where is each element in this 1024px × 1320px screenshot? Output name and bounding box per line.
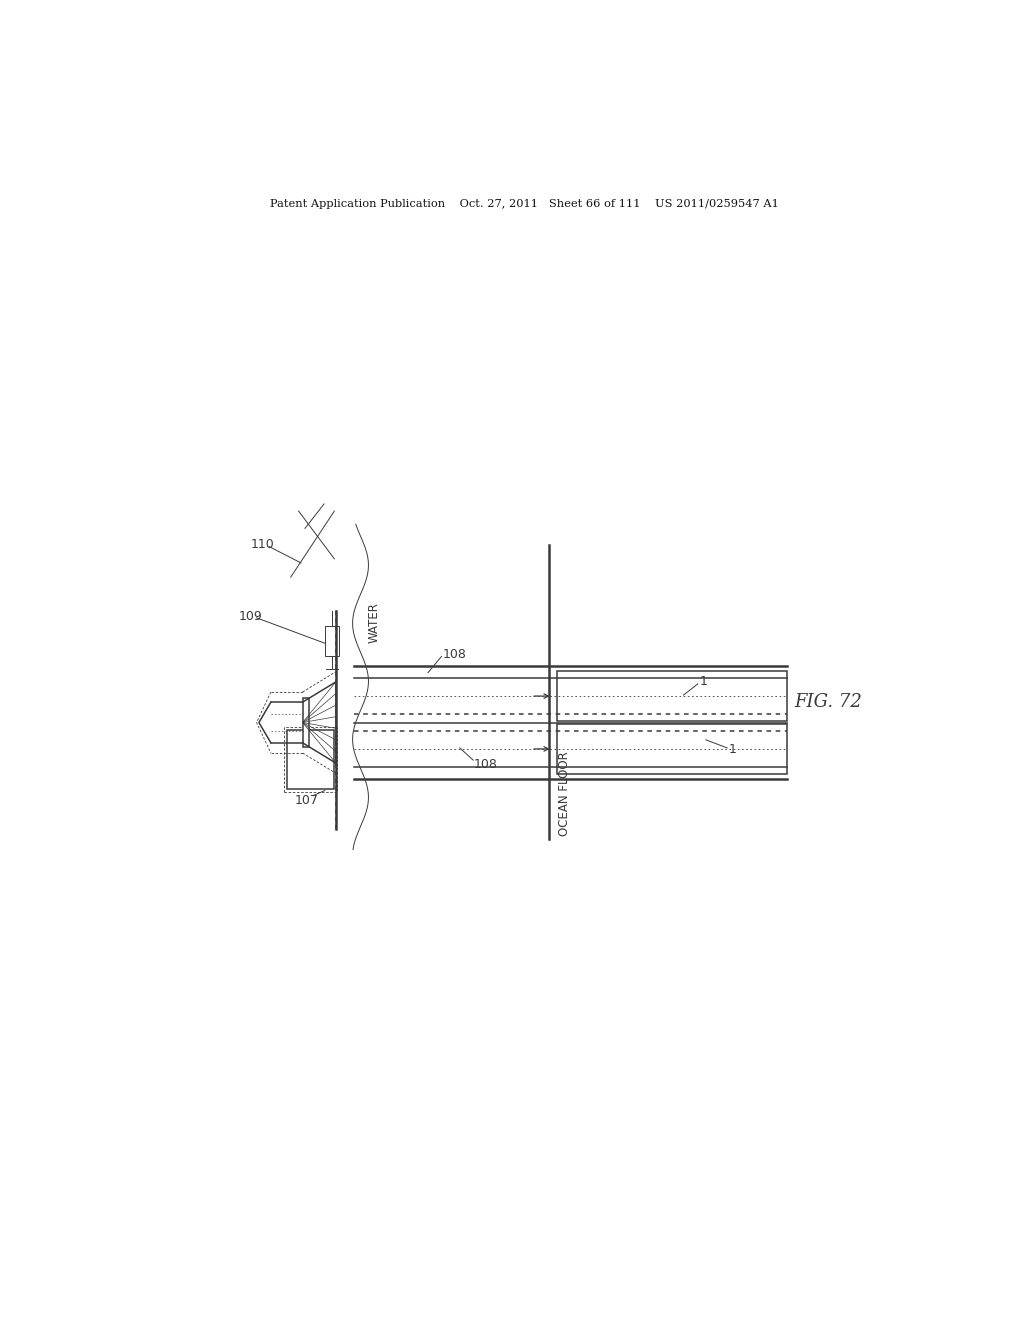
- Text: OCEAN FLOOR: OCEAN FLOOR: [558, 751, 571, 836]
- Bar: [557, 723, 786, 775]
- Text: 109: 109: [240, 610, 263, 623]
- Text: Patent Application Publication    Oct. 27, 2011   Sheet 66 of 111    US 2011/025: Patent Application Publication Oct. 27, …: [270, 199, 779, 209]
- Bar: [287, 730, 334, 788]
- Text: 108: 108: [474, 758, 498, 771]
- Bar: [303, 698, 309, 747]
- Bar: [285, 726, 337, 792]
- Bar: [557, 671, 786, 722]
- Text: 1: 1: [729, 743, 736, 756]
- Text: 108: 108: [442, 648, 466, 661]
- Text: WATER: WATER: [368, 602, 381, 643]
- Text: 1: 1: [699, 676, 708, 688]
- Text: FIG. 72: FIG. 72: [795, 693, 862, 711]
- Text: 107: 107: [295, 795, 318, 808]
- Bar: [325, 626, 339, 656]
- Text: 110: 110: [251, 539, 274, 552]
